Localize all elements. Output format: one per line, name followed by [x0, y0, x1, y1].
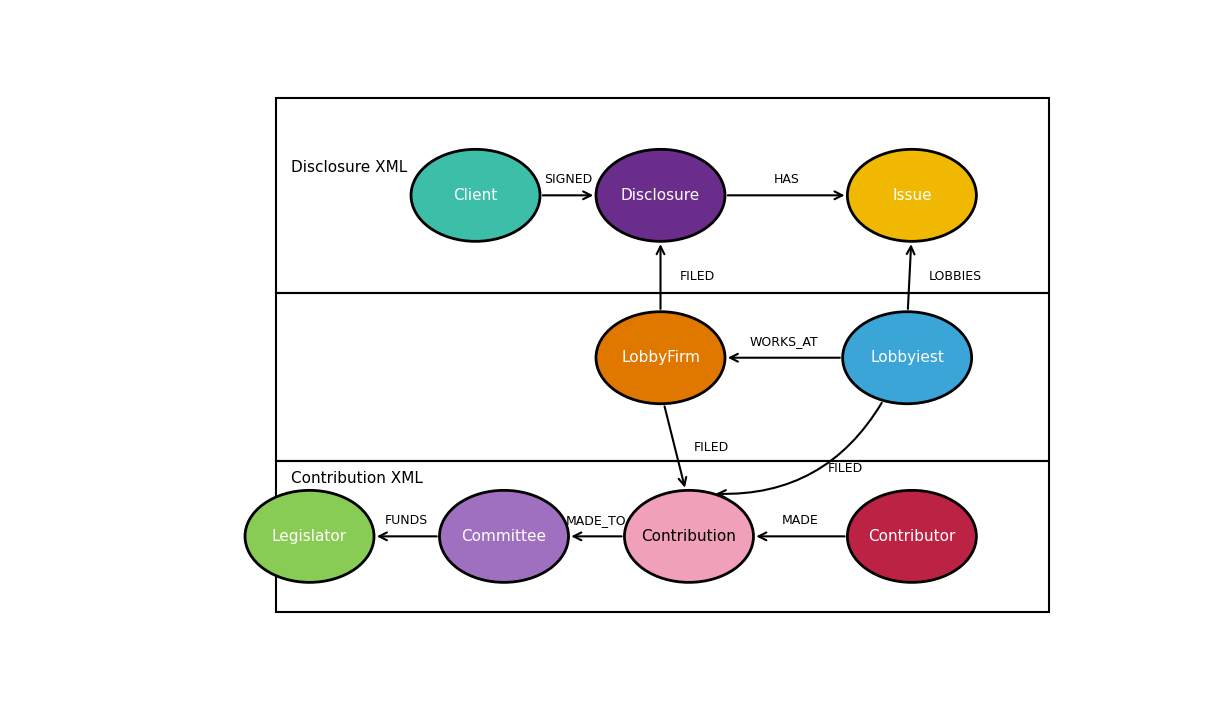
Text: Contribution: Contribution — [641, 529, 737, 544]
FancyArrowPatch shape — [718, 403, 881, 498]
Text: Contributor: Contributor — [868, 529, 956, 544]
Text: FILED: FILED — [694, 441, 730, 453]
Text: Committee: Committee — [461, 529, 546, 544]
Ellipse shape — [847, 491, 977, 582]
Ellipse shape — [596, 311, 725, 404]
Text: WORKS_AT: WORKS_AT — [749, 335, 818, 348]
Ellipse shape — [411, 149, 540, 241]
Text: HAS: HAS — [774, 172, 799, 186]
Bar — [277, 460, 1049, 612]
Ellipse shape — [624, 491, 754, 582]
Text: Disclosure: Disclosure — [621, 188, 700, 203]
Text: Client: Client — [453, 188, 498, 203]
Ellipse shape — [847, 149, 977, 241]
Ellipse shape — [245, 491, 375, 582]
Ellipse shape — [596, 149, 725, 241]
Text: Legislator: Legislator — [272, 529, 348, 544]
Ellipse shape — [439, 491, 568, 582]
Bar — [277, 292, 1049, 460]
Ellipse shape — [842, 311, 972, 404]
Bar — [277, 98, 1049, 292]
Text: MADE: MADE — [782, 514, 819, 527]
Text: FILED: FILED — [679, 270, 715, 283]
Text: Contribution XML: Contribution XML — [290, 472, 422, 486]
Text: LOBBIES: LOBBIES — [929, 270, 982, 283]
Text: Disclosure XML: Disclosure XML — [290, 160, 406, 175]
Text: Issue: Issue — [892, 188, 931, 203]
Text: FILED: FILED — [827, 462, 863, 475]
Text: LobbyFirm: LobbyFirm — [621, 350, 700, 366]
Text: Lobbyiest: Lobbyiest — [870, 350, 944, 366]
Text: SIGNED: SIGNED — [543, 172, 592, 186]
Text: FUNDS: FUNDS — [386, 514, 428, 527]
Text: MADE_TO: MADE_TO — [567, 514, 627, 527]
